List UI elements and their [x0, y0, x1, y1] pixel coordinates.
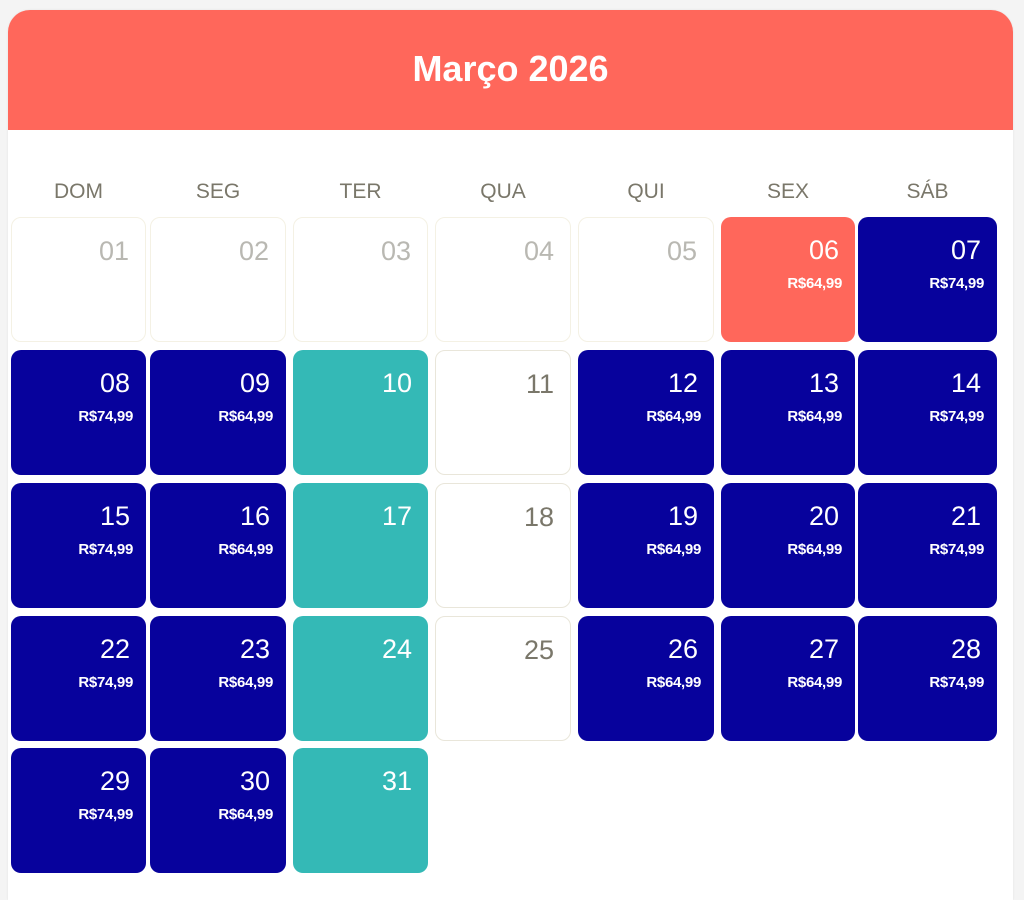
day-cell-27[interactable]: 27 R$64,99	[721, 616, 855, 741]
day-price: R$64,99	[646, 541, 701, 558]
day-number: 01	[98, 236, 129, 266]
day-number: 05	[666, 236, 697, 266]
day-cell-25: 25	[435, 616, 571, 741]
day-grid: 01 02 03 04 05 06 R$64,99 07 R$74,99 08 R$74,99 09 R…	[8, 10, 1013, 900]
weekday-seg: SEG	[195, 180, 241, 203]
day-cell-14[interactable]: 14 R$74,99	[858, 350, 997, 475]
day-cell-31: 31	[293, 748, 428, 873]
day-number: 04	[523, 236, 554, 266]
day-price: R$64,99	[646, 408, 701, 425]
day-number: 02	[238, 236, 269, 266]
day-cell-15[interactable]: 15 R$74,99	[11, 483, 146, 608]
day-cell-30[interactable]: 30 R$64,99	[150, 748, 286, 873]
weekday-dom: DOM	[54, 180, 103, 203]
day-number: 14	[950, 368, 981, 398]
calendar-header: Março 2026	[8, 10, 1013, 130]
day-number: 15	[99, 501, 130, 531]
day-number: 08	[99, 368, 130, 398]
day-price: R$74,99	[78, 806, 133, 823]
day-price: R$74,99	[929, 541, 984, 558]
day-cell-17: 17	[293, 483, 428, 608]
day-cell-12[interactable]: 12 R$64,99	[578, 350, 714, 475]
day-cell-09[interactable]: 09 R$64,99	[150, 350, 286, 475]
day-number: 28	[950, 634, 981, 664]
day-number: 10	[381, 368, 412, 398]
day-price: R$74,99	[929, 674, 984, 691]
day-cell-29[interactable]: 29 R$74,99	[11, 748, 146, 873]
day-price: R$64,99	[787, 275, 842, 292]
day-number: 27	[808, 634, 839, 664]
weekday-sex: SEX	[766, 180, 810, 203]
calendar-card: Março 2026 DOM SEG TER QUA QUI SEX SÁB 0…	[8, 10, 1013, 900]
day-cell-20[interactable]: 20 R$64,99	[721, 483, 855, 608]
day-price: R$64,99	[218, 806, 273, 823]
day-price: R$64,99	[787, 541, 842, 558]
day-cell-06[interactable]: 06 R$64,99	[721, 217, 855, 342]
day-number: 22	[99, 634, 130, 664]
day-number: 19	[667, 501, 698, 531]
day-cell-05: 05	[578, 217, 714, 342]
day-cell-26[interactable]: 26 R$64,99	[578, 616, 714, 741]
day-cell-10: 10	[293, 350, 428, 475]
day-number: 03	[380, 236, 411, 266]
day-number: 07	[950, 235, 981, 265]
day-cell-04: 04	[435, 217, 571, 342]
weekday-row: DOM SEG TER QUA QUI SEX SÁB	[8, 180, 1013, 204]
day-number: 20	[808, 501, 839, 531]
weekday-qua: QUA	[480, 180, 526, 203]
day-number: 21	[950, 501, 981, 531]
day-price: R$74,99	[929, 408, 984, 425]
day-price: R$74,99	[78, 541, 133, 558]
day-number: 17	[381, 501, 412, 531]
day-number: 30	[239, 766, 270, 796]
day-number: 12	[667, 368, 698, 398]
day-cell-28[interactable]: 28 R$74,99	[858, 616, 997, 741]
day-number: 26	[667, 634, 698, 664]
month-title: Março 2026	[412, 48, 609, 89]
day-price: R$64,99	[218, 541, 273, 558]
day-cell-16[interactable]: 16 R$64,99	[150, 483, 286, 608]
day-number: 23	[239, 634, 270, 664]
day-number: 09	[239, 368, 270, 398]
day-number: 06	[808, 235, 839, 265]
day-number: 24	[381, 634, 412, 664]
weekday-sab: SÁB	[906, 180, 949, 203]
day-cell-18: 18	[435, 483, 571, 608]
day-number: 11	[525, 369, 554, 399]
day-price: R$64,99	[218, 408, 273, 425]
day-cell-01: 01	[11, 217, 146, 342]
day-cell-22[interactable]: 22 R$74,99	[11, 616, 146, 741]
day-cell-02: 02	[150, 217, 286, 342]
day-cell-19[interactable]: 19 R$64,99	[578, 483, 714, 608]
day-cell-07[interactable]: 07 R$74,99	[858, 217, 997, 342]
day-cell-24: 24	[293, 616, 428, 741]
day-number: 25	[523, 635, 554, 665]
day-cell-23[interactable]: 23 R$64,99	[150, 616, 286, 741]
weekday-qui: QUI	[627, 180, 665, 203]
day-cell-03: 03	[293, 217, 428, 342]
day-number: 31	[381, 766, 412, 796]
day-price: R$64,99	[787, 408, 842, 425]
day-price: R$74,99	[78, 408, 133, 425]
day-cell-21[interactable]: 21 R$74,99	[858, 483, 997, 608]
day-price: R$74,99	[929, 275, 984, 292]
day-price: R$74,99	[78, 674, 133, 691]
day-price: R$64,99	[787, 674, 842, 691]
day-number: 16	[239, 501, 270, 531]
day-price: R$64,99	[218, 674, 273, 691]
weekday-ter: TER	[339, 180, 382, 203]
day-cell-11: 11	[435, 350, 571, 475]
day-cell-08[interactable]: 08 R$74,99	[11, 350, 146, 475]
day-cell-13[interactable]: 13 R$64,99	[721, 350, 855, 475]
day-price: R$64,99	[646, 674, 701, 691]
day-number: 29	[99, 766, 130, 796]
day-number: 18	[523, 502, 554, 532]
day-number: 13	[808, 368, 839, 398]
